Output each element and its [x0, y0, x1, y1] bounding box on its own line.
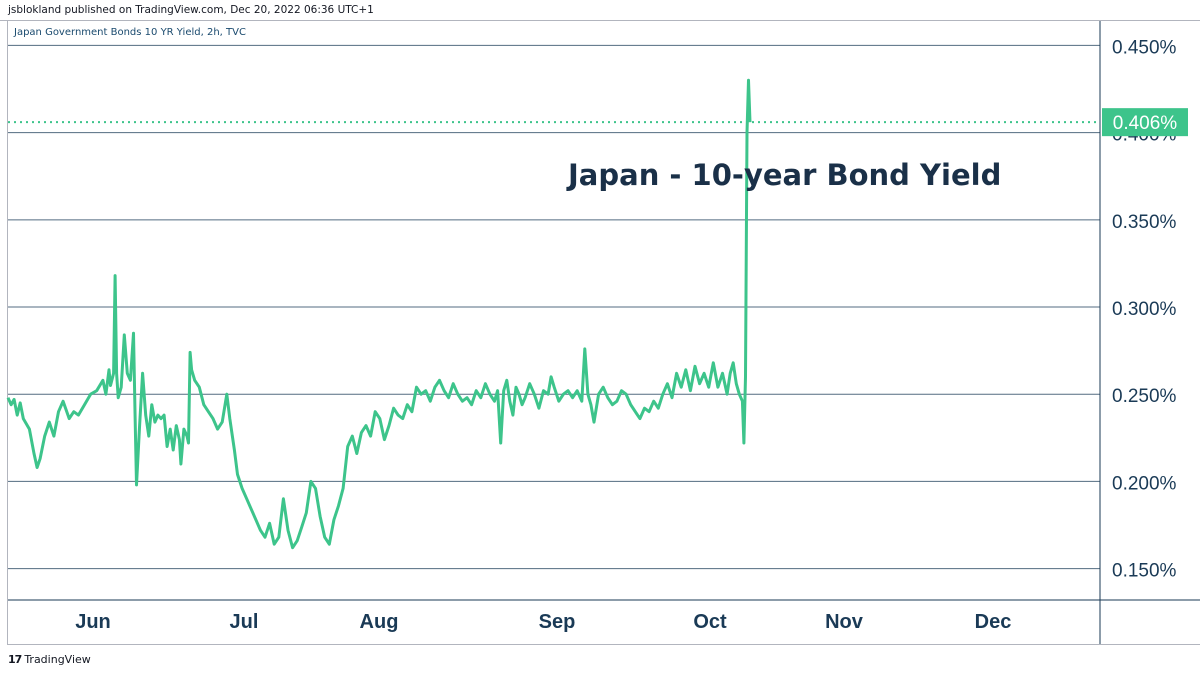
chart-frame-top — [0, 20, 1200, 21]
published-by-line: jsblokland published on TradingView.com,… — [8, 4, 374, 16]
tradingview-logo: 17 TradingView — [8, 653, 91, 666]
chart-frame-bottom — [7, 644, 1200, 645]
x-tick-label: Oct — [693, 611, 727, 633]
x-tick-label: Sep — [539, 611, 576, 633]
symbol-info-label: Japan Government Bonds 10 YR Yield, 2h, … — [14, 27, 246, 38]
tradingview-brand-text: TradingView — [24, 653, 91, 666]
x-tick-label: Nov — [825, 611, 864, 633]
y-tick-label: 0.300% — [1112, 299, 1177, 320]
tradingview-logo-icon: 17 — [8, 653, 22, 666]
chart-frame-left — [7, 20, 8, 645]
last-price-badge — [1102, 108, 1188, 137]
last-price-label: 0.406% — [1113, 113, 1178, 134]
yield-series-line — [6, 78, 752, 550]
y-tick-label: 0.250% — [1112, 386, 1177, 407]
x-tick-label: Dec — [975, 611, 1012, 633]
x-tick-label: Jun — [75, 611, 111, 633]
x-tick-label: Jul — [230, 611, 259, 633]
y-tick-label: 0.450% — [1112, 37, 1177, 58]
x-tick-label: Aug — [360, 611, 399, 633]
y-tick-label: 0.200% — [1112, 473, 1177, 494]
y-tick-label: 0.150% — [1112, 561, 1177, 582]
y-tick-label: 0.350% — [1112, 212, 1177, 233]
chart-title: Japan - 10-year Bond Yield — [566, 158, 1001, 192]
